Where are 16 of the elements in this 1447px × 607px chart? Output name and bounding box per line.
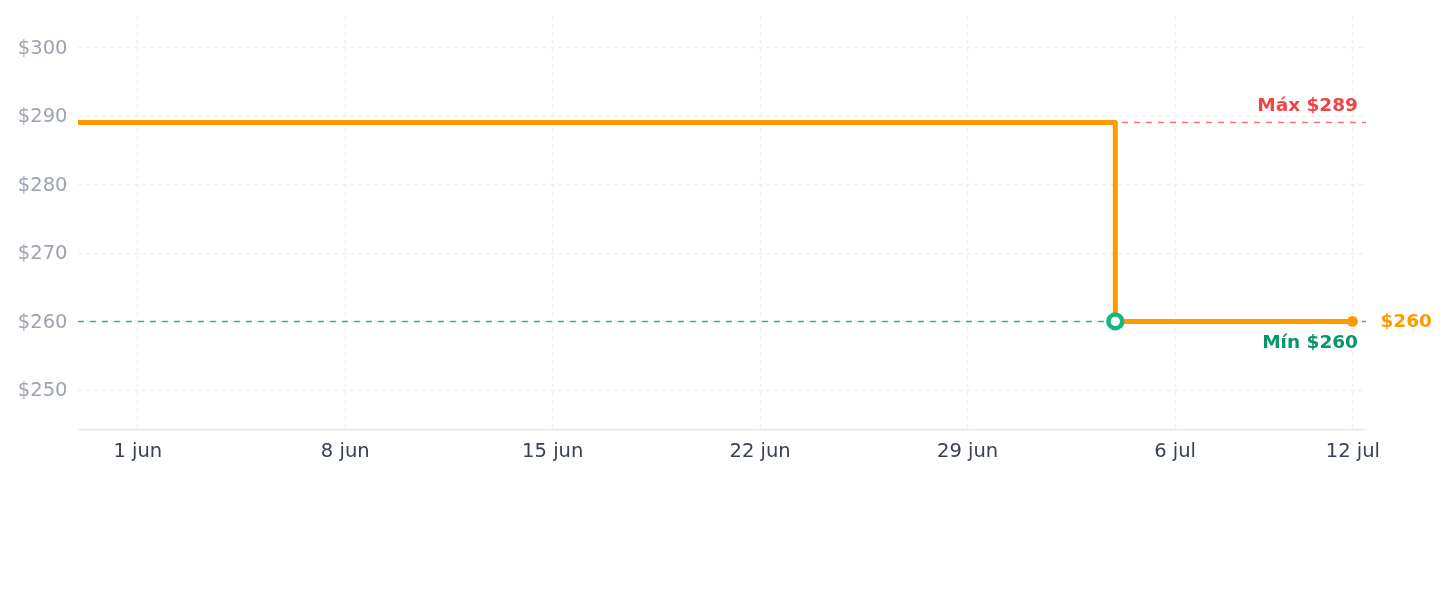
y-tick-label: $280 xyxy=(17,172,68,196)
y-tick-label: $250 xyxy=(17,378,68,402)
annotation: $260 xyxy=(1380,310,1432,332)
x-tick-label: 6 jul xyxy=(1154,438,1196,462)
ref-line-label: Máx $289 xyxy=(1257,93,1358,115)
y-tick-label: $260 xyxy=(17,309,68,333)
y-tick-label: $290 xyxy=(17,104,68,128)
x-tick-label: 29 jun xyxy=(937,438,999,462)
y-tick-label: $300 xyxy=(17,35,68,59)
x-tick-label: 8 jun xyxy=(320,438,370,462)
ref-line-label: Mín $260 xyxy=(1262,331,1358,353)
y-tick-label: $270 xyxy=(17,241,68,265)
x-tick-label: 1 jun xyxy=(113,438,163,462)
x-tick-label: 12 jul xyxy=(1325,438,1381,462)
x-tick-label: 15 jun xyxy=(522,438,584,462)
x-tick-label: 22 jun xyxy=(729,438,791,462)
